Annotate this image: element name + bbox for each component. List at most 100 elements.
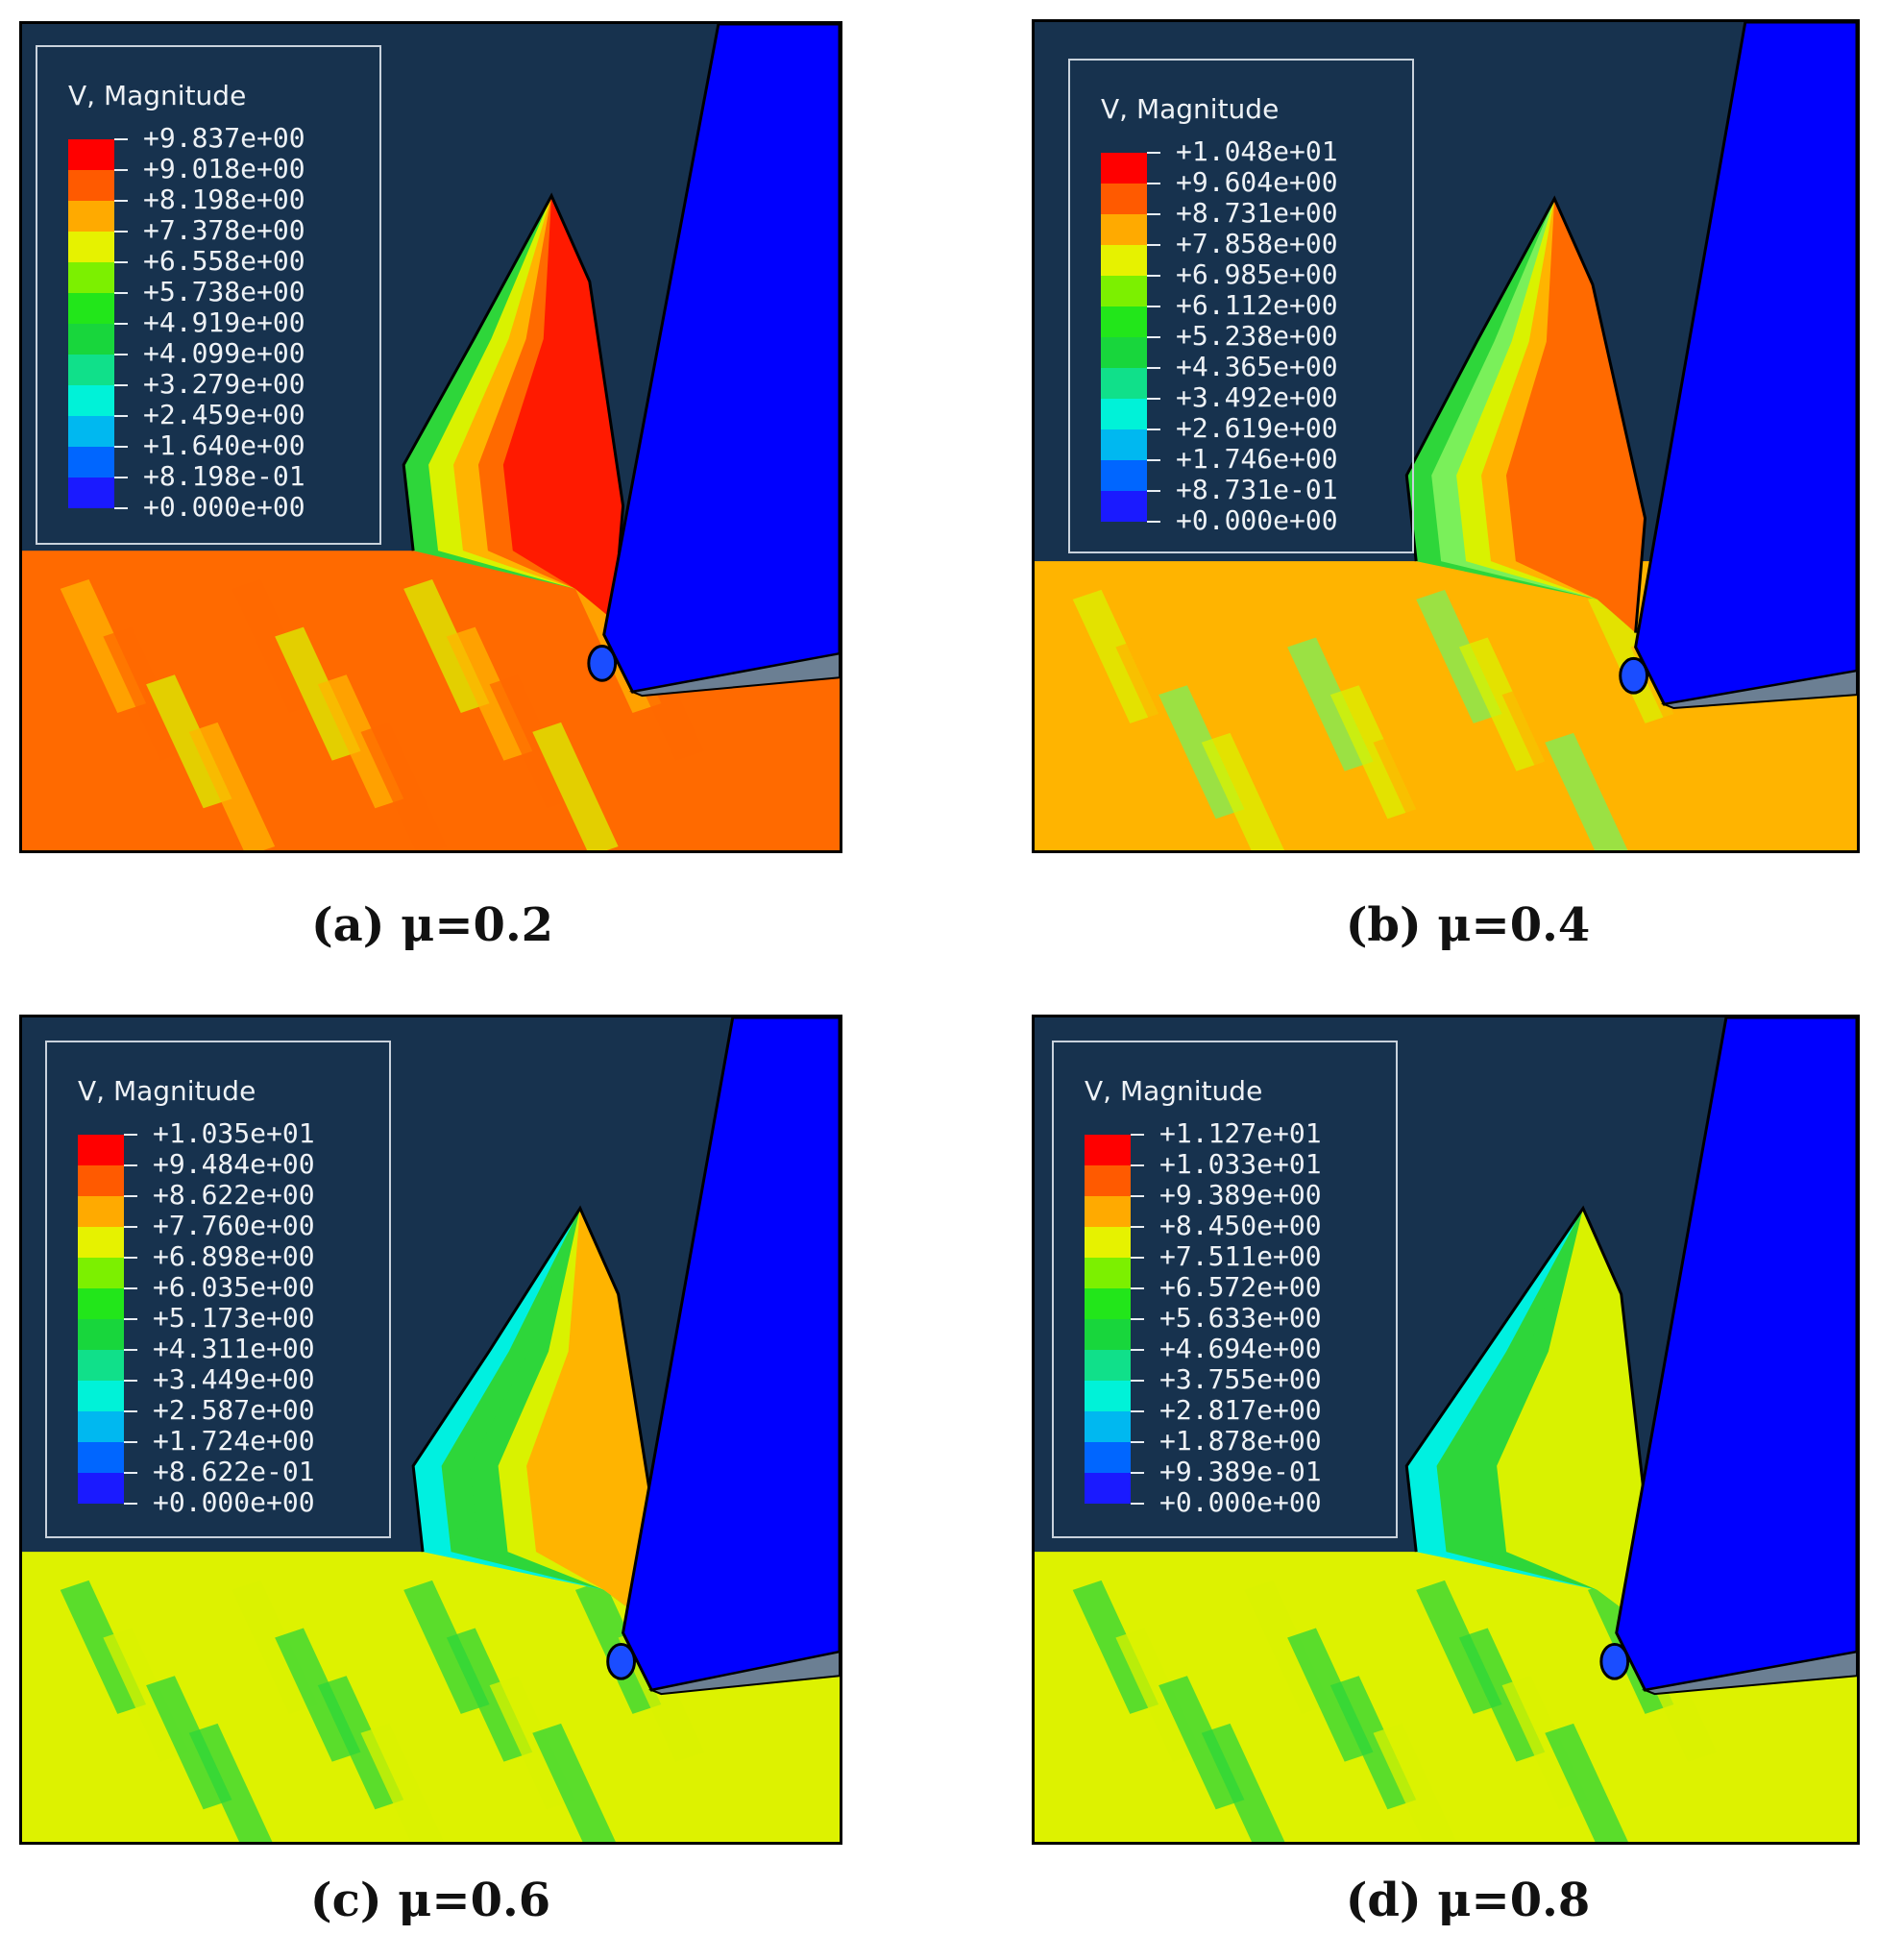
legend-row: +9.018e+00 [37,153,379,201]
legend-tick [1131,1257,1144,1259]
legend-tick [1147,183,1160,184]
legend-tick [114,446,128,448]
legend-row: +3.449e+00 [47,1363,389,1411]
chip-outline [1404,195,1647,633]
legend-swatch [68,324,114,355]
legend-tick [1131,1195,1144,1197]
legend-tick [124,1349,137,1351]
legend-tick [1131,1349,1144,1351]
legend-swatch [1085,1165,1131,1196]
legend-value: +8.450e+00 [1159,1210,1322,1241]
legend-swatch [1101,153,1147,184]
legend-tick [114,200,128,202]
velocity-streak [532,1723,616,1842]
legend-value: +4.694e+00 [1159,1333,1322,1364]
legend-value: +3.755e+00 [1159,1363,1322,1395]
velocity-streak [1373,1723,1457,1842]
legend-swatch [78,1350,124,1381]
legend-row: +4.919e+00 [37,306,379,355]
legend-swatch [1085,1319,1131,1350]
velocity-streak [360,1723,445,1842]
legend-tick [1147,306,1160,307]
legend-row: +4.311e+00 [47,1333,389,1381]
legend-tick [124,1134,137,1136]
legend-value: +1.035e+01 [153,1117,315,1149]
legend-value: +6.558e+00 [143,245,305,277]
simulation-plot-d [1035,1017,1857,1842]
panel-b: V, Magnitude +1.048e+01 +9.604e+00 +8.731e… [1032,19,1860,853]
legend-swatch [68,201,114,232]
legend-swatch [1085,1350,1131,1381]
legend-row: +0.000e+00 [47,1486,389,1534]
legend-row: +0.000e+00 [1054,1486,1396,1534]
legend-swatch [68,478,114,508]
legend-tick [114,415,128,417]
legend-tick [124,1226,137,1228]
velocity-streak [360,722,447,850]
legend-value: +7.378e+00 [143,214,305,246]
legend-value: +2.587e+00 [153,1394,315,1426]
legend-row: +7.511e+00 [1054,1240,1396,1288]
legend-tick [1147,398,1160,400]
legend-row: +4.694e+00 [1054,1333,1396,1381]
legend-swatch [1085,1135,1131,1165]
legend-tick [124,1472,137,1474]
legend-value: +8.198e+00 [143,184,305,215]
legend-value: +0.000e+00 [1159,1486,1322,1518]
legend-swatch [78,1442,124,1473]
velocity-streak [532,722,619,850]
legend-value: +6.112e+00 [1176,289,1338,321]
legend-row: +8.731e-01 [1070,474,1412,522]
tool-flank [1641,1651,1857,1696]
legend-tick [1131,1287,1144,1289]
legend-row: +6.112e+00 [1070,289,1412,337]
legend-tick [124,1441,137,1443]
legend-value: +5.633e+00 [1159,1302,1322,1334]
legend-swatch [1101,214,1147,245]
legend-tick [114,231,128,233]
legend-value: +1.746e+00 [1176,443,1338,475]
legend-value: +9.484e+00 [153,1148,315,1180]
legend-row: +1.127e+01 [1054,1117,1396,1165]
legend-row: +6.898e+00 [47,1240,389,1288]
legend-row: +4.365e+00 [1070,351,1412,399]
legend-tick [114,292,128,294]
legend-a: V, Magnitude +9.837e+00 +9.018e+00 +8.198e… [36,45,381,545]
legend-value: +9.837e+00 [143,122,305,154]
legend-value: +2.619e+00 [1176,412,1338,444]
legend-tick [114,138,128,140]
legend-value: +5.738e+00 [143,276,305,307]
legend-swatch [78,1135,124,1165]
legend-swatch [1101,276,1147,306]
legend-value: +0.000e+00 [153,1486,315,1518]
legend-swatch [1085,1288,1131,1319]
legend-value: +0.000e+00 [1176,504,1338,536]
legend-value: +3.279e+00 [143,368,305,400]
legend-row: +5.633e+00 [1054,1302,1396,1350]
legend-swatch [1101,184,1147,214]
chip-band [502,195,623,621]
legend-tick [1147,213,1160,215]
legend-row: +1.035e+01 [47,1117,389,1165]
legend-tick [1147,429,1160,430]
legend-b: V, Magnitude +1.048e+01 +9.604e+00 +8.731e… [1068,59,1414,553]
legend-row: +8.198e-01 [37,460,379,508]
legend-swatch [1101,306,1147,337]
caption-b: (b) μ=0.4 [1345,898,1591,952]
legend-row: +6.035e+00 [47,1271,389,1319]
caption-a: (a) μ=0.2 [310,898,554,952]
legend-value: +9.389e-01 [1159,1456,1322,1487]
legend-value: +0.000e+00 [143,491,305,523]
legend-swatch [78,1165,124,1196]
panel-d: V, Magnitude +1.127e+01 +1.033e+01 +9.389e… [1032,1015,1860,1845]
legend-title-a: V, Magnitude [68,80,247,111]
legend-row: +5.738e+00 [37,276,379,324]
legend-tick [124,1164,137,1166]
legend-tick [1147,367,1160,369]
legend-swatch [78,1381,124,1411]
legend-row: +9.484e+00 [47,1148,389,1196]
legend-swatch [1101,399,1147,429]
legend-row: +1.746e+00 [1070,443,1412,491]
panel-c: V, Magnitude +1.035e+01 +9.484e+00 +8.622e… [19,1015,842,1845]
legend-value: +3.449e+00 [153,1363,315,1395]
